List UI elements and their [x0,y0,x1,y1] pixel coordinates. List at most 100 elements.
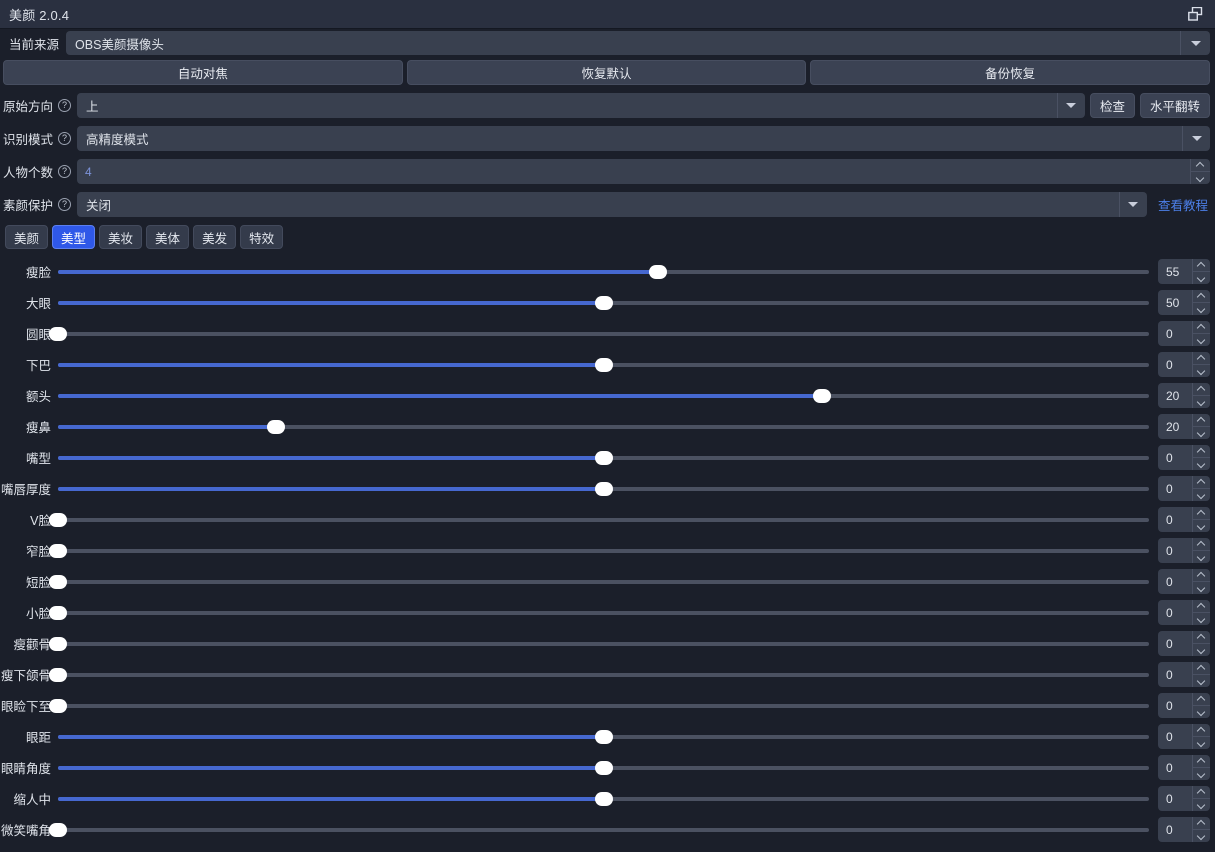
spinner-arrows[interactable] [1192,786,1210,811]
current-source-combo[interactable]: OBS美颜摄像头 [66,31,1210,55]
slider-value-spinner[interactable]: 0 [1158,445,1210,470]
spinner-down-icon[interactable] [1193,737,1210,749]
slider-value-spinner[interactable]: 55 [1158,259,1210,284]
spinner-up-icon[interactable] [1193,693,1210,706]
spinner-up-icon[interactable] [1193,383,1210,396]
spinner-down-icon[interactable] [1193,520,1210,532]
spinner-down-icon[interactable] [1193,830,1210,842]
slider-thumb[interactable] [594,295,613,310]
spinner-arrows[interactable] [1192,755,1210,780]
spinner-up-icon[interactable] [1193,786,1210,799]
slider-value-spinner[interactable]: 0 [1158,662,1210,687]
detect-mode-combo[interactable]: 高精度模式 [77,126,1210,151]
slider-value-spinner[interactable]: 0 [1158,507,1210,532]
spinner-arrows[interactable] [1192,445,1210,470]
slider-value-spinner[interactable]: 0 [1158,569,1210,594]
slider-value-spinner[interactable]: 0 [1158,817,1210,842]
slider-value-spinner[interactable]: 0 [1158,476,1210,501]
slider-thumb[interactable] [49,636,67,651]
slider-track[interactable] [58,417,1149,437]
spinner-down-icon[interactable] [1193,613,1210,625]
person-count-spinner[interactable]: 4 [77,159,1210,184]
spinner-up-icon[interactable] [1193,259,1210,272]
slider-thumb[interactable] [49,574,67,589]
check-button[interactable]: 检查 [1089,93,1135,118]
spinner-arrows[interactable] [1192,259,1210,284]
slider-thumb[interactable] [594,357,613,372]
slider-value-spinner[interactable]: 0 [1158,755,1210,780]
chevron-down-icon[interactable] [1182,126,1210,151]
slider-thumb[interactable] [594,791,613,806]
spinner-up-icon[interactable] [1193,538,1210,551]
view-tutorial-link[interactable]: 查看教程 [1157,199,1208,213]
spinner-arrows[interactable] [1192,724,1210,749]
spinner-down-icon[interactable] [1193,272,1210,284]
spinner-down-icon[interactable] [1193,427,1210,439]
spinner-down-icon[interactable] [1193,365,1210,377]
slider-thumb[interactable] [49,326,67,341]
slider-track[interactable] [58,479,1149,499]
bare-face-protect-combo[interactable]: 关闭 [77,192,1147,217]
slider-thumb[interactable] [649,264,668,279]
spinner-up-icon[interactable] [1193,352,1210,365]
spinner-up-icon[interactable] [1193,476,1210,489]
slider-value-spinner[interactable]: 0 [1158,693,1210,718]
spinner-down-icon[interactable] [1193,334,1210,346]
slider-thumb[interactable] [812,388,831,403]
tab-body[interactable]: 美体 [146,225,190,249]
help-circle-icon[interactable]: ? [58,198,72,211]
chevron-down-icon[interactable] [1180,31,1210,55]
spinner-arrows[interactable] [1190,159,1210,184]
spinner-arrows[interactable] [1192,631,1210,656]
slider-thumb[interactable] [594,760,613,775]
spinner-up-icon[interactable] [1191,159,1210,172]
spinner-up-icon[interactable] [1193,662,1210,675]
slider-thumb[interactable] [267,419,286,434]
spinner-down-icon[interactable] [1193,551,1210,563]
tab-hair[interactable]: 美发 [193,225,237,249]
slider-track[interactable] [49,541,1149,561]
slider-track[interactable] [58,758,1149,778]
spinner-arrows[interactable] [1192,321,1210,346]
slider-track[interactable] [58,386,1149,406]
slider-thumb[interactable] [49,512,67,527]
slider-thumb[interactable] [49,822,67,837]
slider-track[interactable] [58,789,1149,809]
spinner-up-icon[interactable] [1193,321,1210,334]
slider-value-spinner[interactable]: 50 [1158,290,1210,315]
slider-track[interactable] [49,324,1149,344]
slider-track[interactable] [49,634,1149,654]
spinner-arrows[interactable] [1192,476,1210,501]
slider-track[interactable] [49,665,1149,685]
slider-thumb[interactable] [594,450,613,465]
slider-thumb[interactable] [49,605,67,620]
slider-thumb[interactable] [594,481,613,496]
slider-track[interactable] [58,293,1149,313]
slider-track[interactable] [58,448,1149,468]
slider-track[interactable] [49,820,1149,840]
spinner-down-icon[interactable] [1193,799,1210,811]
spinner-arrows[interactable] [1192,817,1210,842]
spinner-arrows[interactable] [1192,693,1210,718]
spinner-down-icon[interactable] [1193,675,1210,687]
help-circle-icon[interactable]: ? [58,99,72,112]
slider-value-spinner[interactable]: 0 [1158,600,1210,625]
spinner-up-icon[interactable] [1193,755,1210,768]
slider-value-spinner[interactable]: 20 [1158,414,1210,439]
spinner-up-icon[interactable] [1193,724,1210,737]
tab-makeup[interactable]: 美妆 [99,225,143,249]
slider-thumb[interactable] [49,698,67,713]
horizontal-flip-button[interactable]: 水平翻转 [1139,93,1210,118]
spinner-down-icon[interactable] [1193,396,1210,408]
slider-track[interactable] [49,603,1149,623]
spinner-up-icon[interactable] [1193,600,1210,613]
backup-restore-button[interactable]: 备份恢复 [810,60,1211,85]
spinner-arrows[interactable] [1192,600,1210,625]
slider-track[interactable] [58,262,1149,282]
auto-focus-button[interactable]: 自动对焦 [3,60,403,85]
spinner-arrows[interactable] [1192,383,1210,408]
spinner-down-icon[interactable] [1193,768,1210,780]
help-circle-icon[interactable]: ? [58,165,72,178]
spinner-down-icon[interactable] [1193,644,1210,656]
spinner-up-icon[interactable] [1193,631,1210,644]
